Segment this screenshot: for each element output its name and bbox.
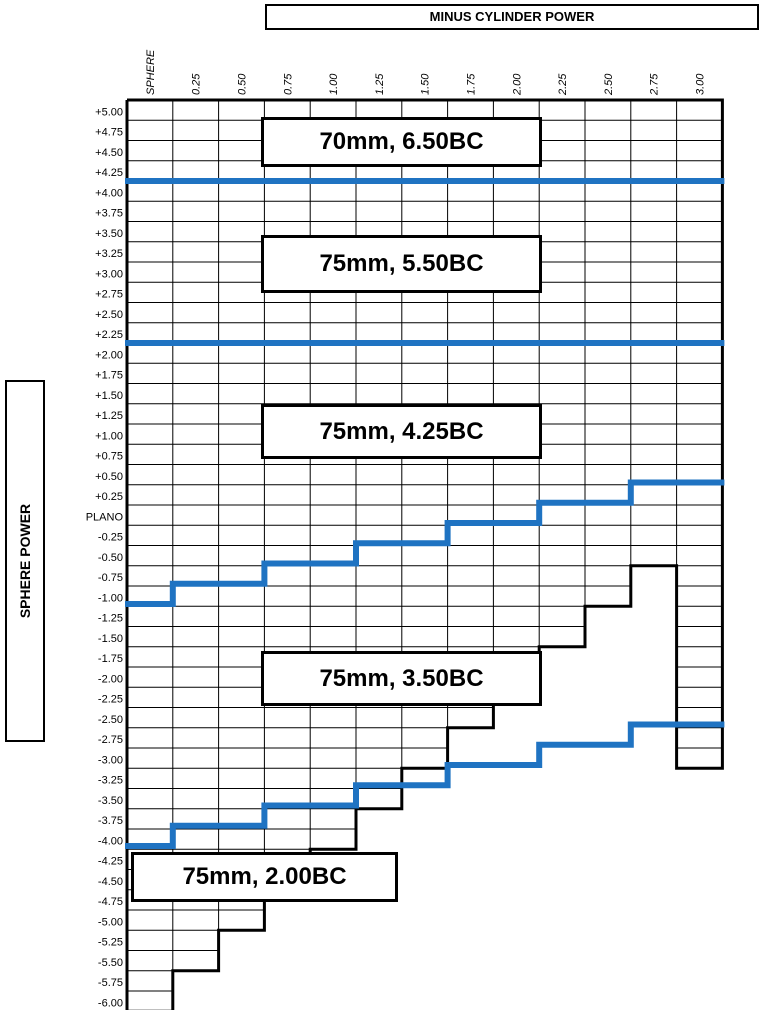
- row-label: -5.00: [98, 916, 123, 928]
- zone-label-75mm-200bc: 75mm, 2.00BC: [131, 852, 398, 902]
- column-label: 0.75: [282, 73, 294, 95]
- row-label: +3.50: [95, 228, 123, 240]
- zone-label-70mm-650bc: 70mm, 6.50BC: [261, 117, 542, 167]
- row-label: -4.25: [98, 856, 123, 868]
- row-label: +4.75: [95, 127, 123, 139]
- column-label: 2.25: [557, 73, 569, 96]
- column-label: 1.25: [374, 73, 386, 95]
- column-label: 0.50: [237, 73, 249, 95]
- minus-cylinder-power-label: MINUS CYLINDER POWER: [429, 9, 595, 24]
- row-label: +2.00: [95, 349, 123, 361]
- row-label: -1.75: [98, 653, 123, 665]
- row-label: -5.75: [98, 977, 123, 989]
- row-label: +2.75: [95, 289, 123, 301]
- row-label: +4.25: [95, 167, 123, 179]
- column-label: 0.25: [191, 73, 203, 95]
- row-label: -0.75: [98, 572, 123, 584]
- boundary-stair-lower: [125, 721, 725, 849]
- column-label: 3.00: [695, 73, 707, 95]
- row-label: -2.00: [98, 673, 123, 685]
- row-label: -5.50: [98, 957, 123, 969]
- column-label: 2.75: [649, 73, 661, 96]
- row-label: -3.25: [98, 775, 123, 787]
- boundary-stair-upper: [125, 479, 725, 607]
- row-label: -6.00: [98, 997, 123, 1009]
- row-label: -4.50: [98, 876, 123, 888]
- row-label: +4.50: [95, 147, 123, 159]
- row-label: +4.00: [95, 187, 123, 199]
- minus-cylinder-power-header: MINUS CYLINDER POWER: [265, 4, 759, 30]
- row-label: +3.00: [95, 268, 123, 280]
- row-label: -1.00: [98, 592, 123, 604]
- row-label: -0.25: [98, 532, 123, 544]
- row-label: -3.50: [98, 795, 123, 807]
- row-label: +1.75: [95, 370, 123, 382]
- row-label: +1.25: [95, 410, 123, 422]
- column-label: SPHERE: [145, 49, 157, 95]
- zone-label-75mm-425bc: 75mm, 4.25BC: [261, 404, 542, 459]
- row-label: -5.25: [98, 937, 123, 949]
- zone-label-75mm-350bc: 75mm, 3.50BC: [261, 651, 542, 706]
- row-label: +3.25: [95, 248, 123, 260]
- row-label: +2.50: [95, 309, 123, 321]
- row-label: +5.00: [95, 106, 123, 118]
- row-label: -4.00: [98, 835, 123, 847]
- column-label: 2.00: [511, 73, 523, 96]
- row-label: +0.50: [95, 471, 123, 483]
- column-label: 2.50: [603, 73, 615, 96]
- row-label: -0.50: [98, 552, 123, 564]
- row-label: -2.25: [98, 694, 123, 706]
- row-label: -1.50: [98, 633, 123, 645]
- column-label: 1.50: [420, 73, 432, 95]
- row-label: -2.75: [98, 734, 123, 746]
- sphere-power-axis-box: [5, 380, 45, 742]
- zone-label-75mm-550bc: 75mm, 5.50BC: [261, 235, 542, 293]
- column-label: 1.75: [466, 73, 478, 95]
- row-label: -3.75: [98, 815, 123, 827]
- sphere-power-axis-label: SPHERE POWER: [17, 503, 33, 619]
- row-label: +1.00: [95, 430, 123, 442]
- row-label: -1.25: [98, 613, 123, 625]
- row-label: +2.25: [95, 329, 123, 341]
- row-label: PLANO: [86, 511, 124, 523]
- row-label: -3.00: [98, 754, 123, 766]
- row-label: -4.75: [98, 896, 123, 908]
- row-label: +3.75: [95, 208, 123, 220]
- row-label: -2.50: [98, 714, 123, 726]
- row-label: +1.50: [95, 390, 123, 402]
- row-label: +0.25: [95, 491, 123, 503]
- column-label: 1.00: [328, 73, 340, 95]
- row-label: +0.75: [95, 451, 123, 463]
